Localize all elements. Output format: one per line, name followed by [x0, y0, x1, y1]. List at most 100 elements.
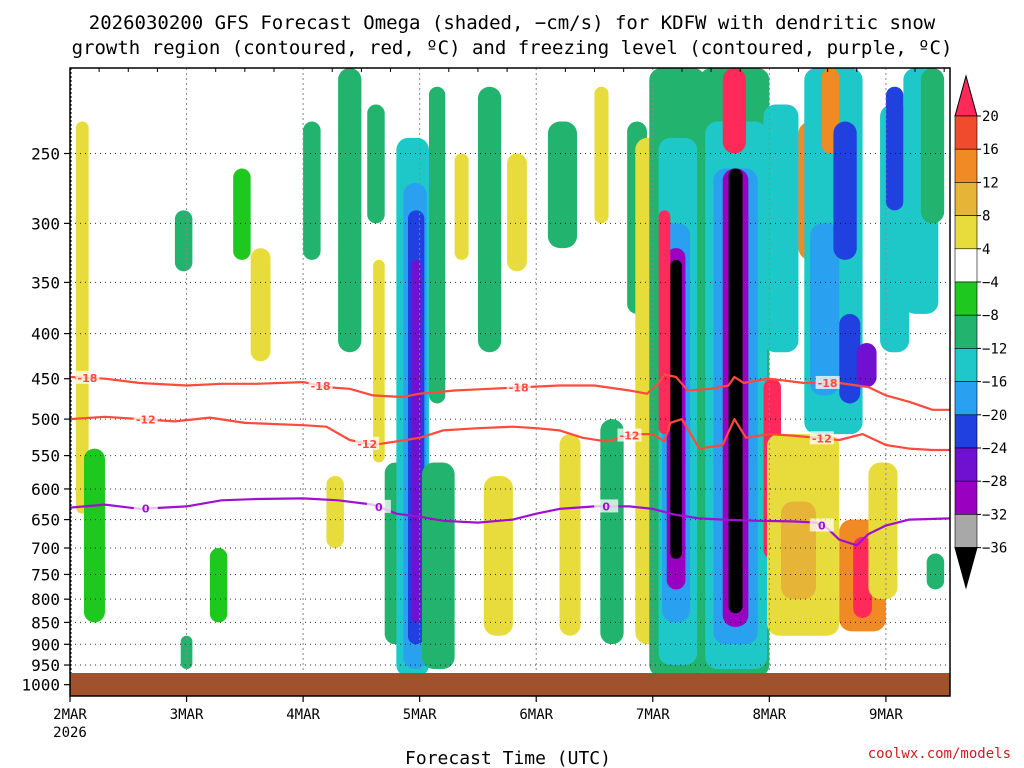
colorbar-label: −8: [982, 308, 999, 324]
freezing-level-label: 0: [375, 501, 383, 514]
colorbar-label: −16: [982, 375, 1007, 391]
omega-region: [233, 169, 250, 260]
omega-region: [326, 476, 343, 548]
colorbar-label: 4: [982, 242, 990, 258]
omega-region: [560, 434, 581, 636]
colorbar-label: −28: [982, 474, 1007, 490]
colorbar-label: −12: [982, 341, 1007, 357]
omega-region: [781, 502, 816, 600]
dendritic-bottom-label: -12: [357, 438, 377, 451]
dendritic-bottom-label: -12: [136, 413, 156, 426]
y-tick-label: 800: [31, 590, 60, 609]
omega-region: [303, 122, 320, 260]
omega-region: [210, 548, 227, 622]
freezing-level-label: 0: [818, 519, 826, 532]
x-axis-title: Forecast Time (UTC): [405, 748, 611, 768]
y-tick-label: 700: [31, 539, 60, 558]
freezing-level-label: 0: [142, 503, 150, 516]
colorbar-label: −36: [982, 541, 1007, 557]
colorbar-label: −32: [982, 507, 1007, 523]
omega-region: [373, 260, 385, 463]
x-tick-label: 9MAR: [869, 707, 903, 723]
omega-region: [886, 87, 903, 211]
y-tick-label: 450: [31, 370, 60, 389]
x-tick-label: 8MAR: [752, 707, 786, 723]
freezing-level-label: 0: [602, 500, 610, 513]
dendritic-bottom-label: -12: [620, 430, 640, 443]
colorbar-label: −4: [982, 275, 999, 291]
omega-region: [478, 87, 501, 353]
colorbar-swatch: [955, 514, 977, 547]
omega-region: [595, 87, 609, 224]
y-tick-label: 500: [31, 410, 60, 429]
omega-region: [729, 169, 743, 614]
dendritic-top-label: -18: [818, 377, 838, 390]
credit-text: coolwx.com/models: [868, 746, 1011, 762]
omega-region: [548, 122, 577, 249]
colorbar-swatch: [955, 216, 977, 249]
omega-region: [659, 210, 671, 434]
colorbar-label: 20: [982, 109, 999, 125]
y-tick-label: 250: [31, 144, 60, 163]
dendritic-top-label: -18: [509, 381, 529, 394]
colorbar-swatch: [955, 415, 977, 448]
y-tick-label: 900: [31, 635, 60, 654]
omega-region: [338, 68, 361, 352]
omega-region: [455, 153, 469, 259]
x-tick-label: 2MAR: [53, 707, 87, 723]
x-tick-label: 4MAR: [286, 707, 320, 723]
y-axis: 250 300 350 400 450 500 550 600 650 700 750 800 850 9…: [21, 144, 70, 694]
colorbar-swatch: [955, 282, 977, 315]
x-tick-label: 5MAR: [403, 707, 437, 723]
colorbar-swatch: [955, 116, 977, 149]
forecast-chart: 2026030200 GFS Forecast Omega (shaded, −…: [0, 0, 1024, 768]
x-tick-label: 3MAR: [170, 707, 204, 723]
y-tick-label: 850: [31, 613, 60, 632]
omega-region: [484, 476, 513, 636]
colorbar-arrow-top: [955, 76, 977, 116]
y-tick-label: 750: [31, 565, 60, 584]
omega-region: [429, 87, 445, 404]
omega-region: [507, 153, 527, 271]
colorbar-swatch: [955, 348, 977, 381]
dendritic-bottom-label: -12: [812, 432, 832, 445]
omega-region: [833, 122, 856, 260]
x-tick-sublabel: 2026: [53, 725, 87, 741]
x-tick-label: 7MAR: [636, 707, 670, 723]
colorbar-swatch: [955, 382, 977, 415]
colorbar-label: 16: [982, 142, 999, 158]
dendritic-top-label: -18: [311, 380, 331, 393]
colorbar-swatch: [955, 249, 977, 282]
y-tick-label: 400: [31, 325, 60, 344]
colorbar-swatch: [955, 149, 977, 182]
y-tick-label: 1000: [21, 676, 60, 695]
omega-region: [927, 553, 944, 589]
omega-region: [84, 449, 105, 623]
colorbar-label: −24: [982, 441, 1007, 457]
y-tick-label: 600: [31, 480, 60, 499]
omega-region: [251, 248, 271, 361]
colorbar-swatch: [955, 182, 977, 215]
colorbar-label: 8: [982, 209, 990, 225]
omega-region: [723, 68, 746, 153]
y-tick-label: 650: [31, 511, 60, 530]
omega-region: [857, 343, 877, 387]
dendritic-top-label: -18: [78, 372, 98, 385]
colorbar-swatch: [955, 481, 977, 514]
plot-area: -18 -18 -18 -18 -12 -12 -12 -12 0 0 0 0: [70, 68, 950, 696]
omega-region: [175, 210, 192, 271]
chart-title-line-2: growth region (contoured, red, ºC) and f…: [72, 37, 953, 59]
colorbar-label: 12: [982, 175, 999, 191]
y-tick-label: 550: [31, 447, 60, 466]
x-axis: 2MAR 2026 3MAR 4MAR 5MAR 6MAR 7MAR 8MAR 9MAR: [53, 696, 903, 741]
y-tick-label: 300: [31, 214, 60, 233]
colorbar-legend: 20 16 12 8 4 −4 −8 −12 −16 −20 −24 −28 −32 −36: [955, 76, 1007, 588]
y-tick-label: 350: [31, 273, 60, 292]
colorbar-label: −20: [982, 408, 1007, 424]
omega-region: [921, 68, 944, 223]
chart-title-line-1: 2026030200 GFS Forecast Omega (shaded, −…: [89, 12, 936, 34]
colorbar-arrow-bottom: [955, 548, 977, 588]
omega-region: [600, 419, 623, 644]
omega-region: [422, 463, 455, 670]
omega-region: [367, 105, 384, 224]
